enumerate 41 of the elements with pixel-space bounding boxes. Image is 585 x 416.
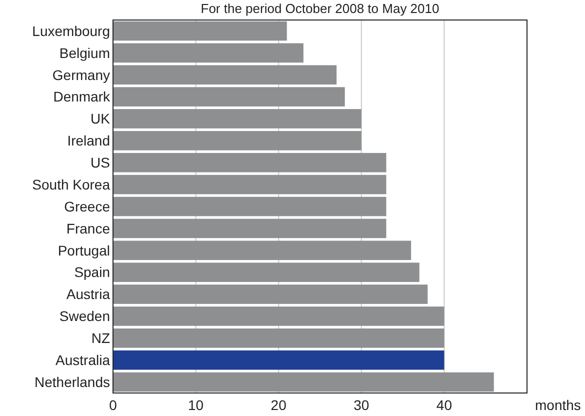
bar: [113, 328, 444, 348]
y-tick-label: Austria: [66, 286, 110, 302]
x-tick-label: 0: [109, 397, 118, 413]
y-tick-label: NZ: [91, 330, 110, 346]
bar: [113, 87, 345, 106]
bar: [113, 240, 412, 260]
y-tick-label: Australia: [56, 352, 110, 368]
x-axis-title: months: [535, 397, 581, 413]
bar: [113, 372, 494, 392]
chart-title: For the period October 2008 to May 2010: [200, 1, 440, 16]
y-tick-label: France: [66, 220, 110, 236]
y-tick-label: Denmark: [53, 88, 111, 105]
bar: [113, 131, 362, 150]
bar: [113, 109, 362, 128]
x-tick-label: 20: [270, 397, 287, 413]
bar: [113, 65, 337, 85]
bar: [113, 174, 386, 194]
y-tick-label: Luxembourg: [32, 22, 110, 39]
bar: [113, 350, 444, 370]
bar: [113, 196, 386, 216]
y-tick-label: Belgium: [59, 44, 110, 61]
y-tick-label: US: [90, 154, 110, 171]
x-tick-label: 30: [354, 397, 370, 413]
y-tick-label: Germany: [52, 66, 110, 83]
y-tick-label: UK: [90, 110, 111, 127]
bar: [113, 21, 287, 41]
bar: [113, 262, 420, 282]
y-tick-label: Netherlands: [34, 374, 110, 390]
x-tick-label: 10: [188, 397, 204, 413]
x-tick-label: 40: [436, 397, 452, 413]
y-tick-label: Ireland: [67, 132, 110, 149]
bar: [113, 152, 386, 172]
bar: [113, 284, 428, 304]
y-tick-label: Spain: [74, 264, 110, 280]
bar: [113, 43, 304, 63]
bar: [113, 306, 444, 326]
y-tick-label: Portugal: [58, 242, 110, 258]
y-tick-label: Greece: [64, 198, 110, 214]
y-tick-label: South Korea: [32, 176, 110, 192]
y-tick-label: Sweden: [59, 308, 110, 324]
bar: [113, 218, 386, 238]
